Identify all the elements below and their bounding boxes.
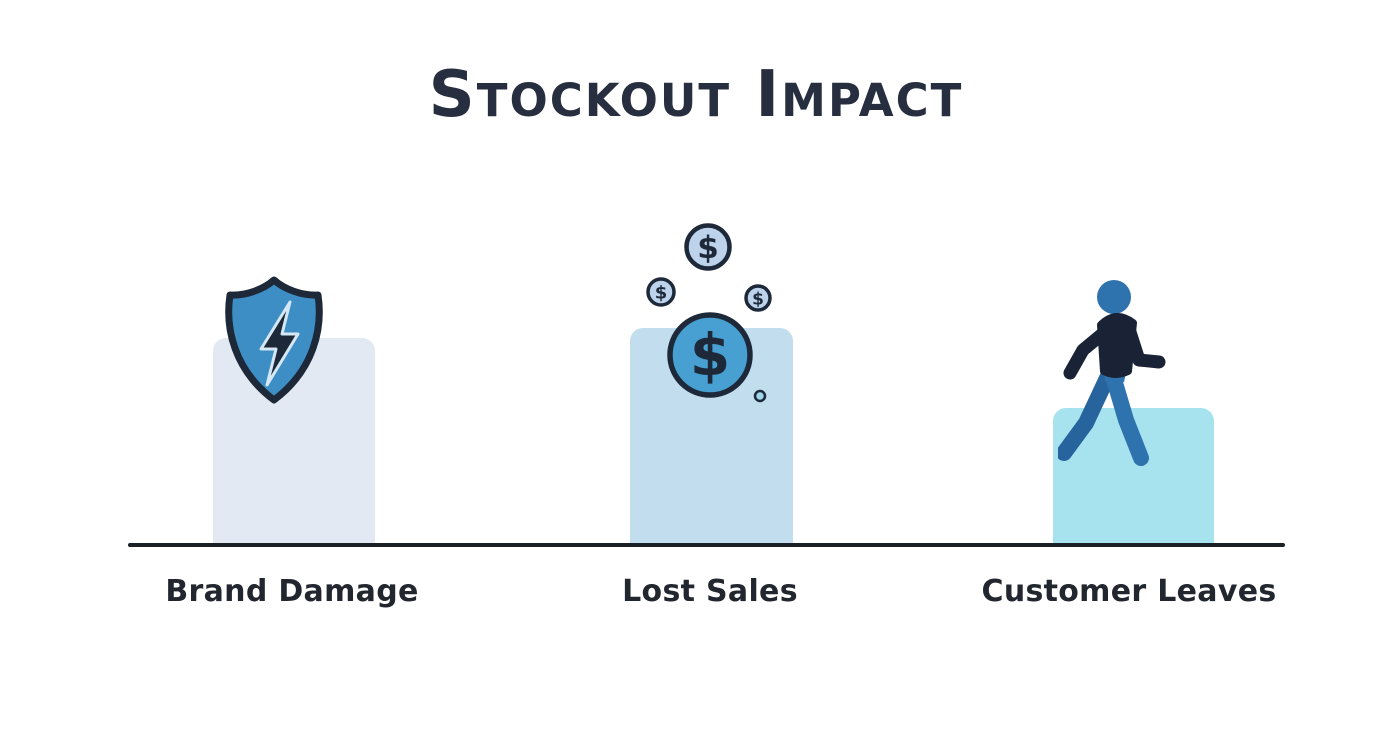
coin-small-left-dollar-sign: $ bbox=[655, 283, 668, 304]
person-head bbox=[1097, 280, 1131, 314]
person-back-leg bbox=[1058, 368, 1116, 461]
bubble-dot bbox=[753, 389, 767, 403]
coin-small-right bbox=[744, 284, 772, 312]
label-customer-leaves: Customer Leaves bbox=[981, 574, 1277, 609]
dollar-coins-icon: $ $ $ $ bbox=[646, 223, 772, 403]
walking-person-icon bbox=[1058, 280, 1166, 466]
label-lost-sales: Lost Sales bbox=[622, 574, 798, 609]
coin-small-left bbox=[646, 277, 676, 307]
coin-large-dollar-sign: $ bbox=[690, 321, 730, 389]
coin-large bbox=[667, 312, 753, 398]
coin-medium bbox=[684, 223, 732, 271]
person-right-arm bbox=[1123, 325, 1166, 369]
shield-lightning-icon bbox=[225, 276, 323, 404]
baseline-axis bbox=[128, 543, 1285, 547]
person-left-arm bbox=[1063, 324, 1113, 380]
page-title: Stockout Impact bbox=[428, 58, 964, 132]
lightning-bolt-icon bbox=[259, 300, 300, 387]
person-front-leg bbox=[1105, 368, 1149, 466]
label-brand-damage: Brand Damage bbox=[165, 574, 419, 609]
coin-medium-dollar-sign: $ bbox=[697, 230, 719, 266]
coin-small-right-dollar-sign: $ bbox=[752, 290, 764, 310]
